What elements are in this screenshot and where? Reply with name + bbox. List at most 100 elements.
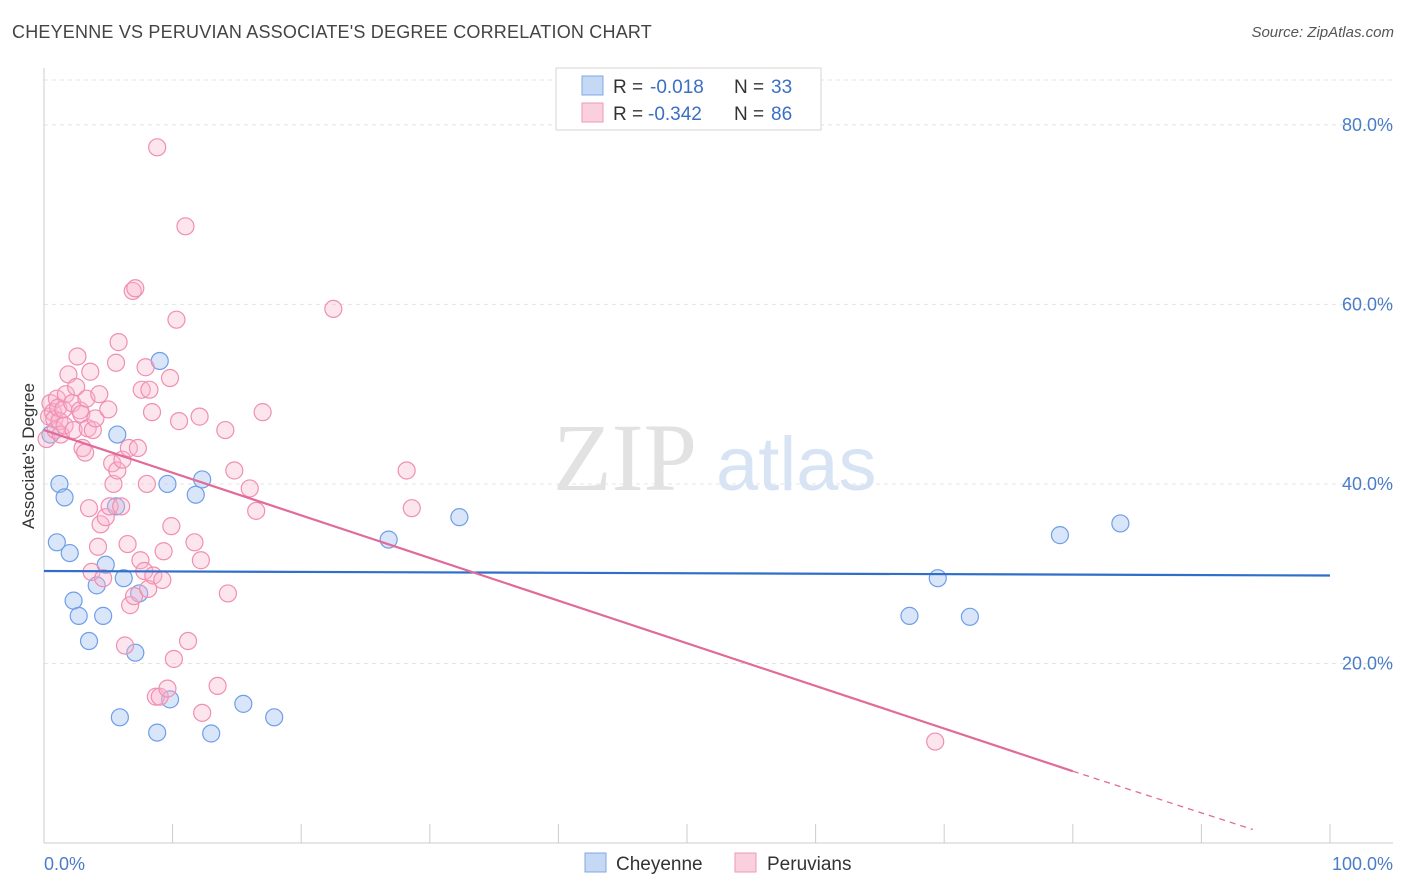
watermark-atlas: atlas [716,422,877,507]
peruvians-point-54 [136,358,155,377]
peruvians-point-73 [185,533,204,552]
cheyenne-point-2 [50,474,69,494]
peruvians-point-57 [140,380,159,399]
peruvians-point-70 [169,412,189,431]
cheyenne-point-20 [160,690,180,709]
peruvians-point-41 [112,497,131,516]
peruvians-point-37 [104,474,123,494]
peruvians-point-71 [176,217,195,236]
cheyenne-points [41,351,1130,743]
peruvians-point-84 [324,299,343,318]
peruvians-point-81 [240,479,259,498]
legend-n-label-cheyenne: N = [734,77,764,98]
cheyenne-point-28 [900,606,919,625]
cheyenne-trend-line [43,569,1331,577]
cheyenne-point-10 [96,555,115,574]
peruvians-point-30 [90,385,109,404]
cheyenne-point-24 [234,694,253,713]
legend-r-label-peruvians: R = [613,104,643,125]
peruvians-point-82 [247,501,266,520]
peruvians-point-25 [81,362,100,381]
peruvians-point-46 [121,596,140,615]
legend-top: R = -0.018 N = 33 R = -0.342 N = 86 [555,67,822,131]
cheyenne-point-13 [110,708,129,727]
cheyenne-point-1 [47,533,66,552]
cheyenne-point-29 [928,569,947,588]
peruvians-point-50 [128,438,147,458]
peruvians-point-27 [83,420,102,440]
peruvians-point-49 [126,279,145,298]
cheyenne-point-27 [450,508,469,527]
peruvians-point-12 [56,385,75,404]
peruvians-point-48 [124,587,144,606]
peruvians-point-38 [106,353,126,372]
peruvians-point-24 [79,499,99,518]
legend-bottom: Cheyenne Peruvians [584,852,852,875]
y-tick-label-2: 60.0% [1342,294,1393,314]
cheyenne-point-32 [1111,514,1130,533]
peruvians-point-16 [67,377,86,397]
peruvians-point-77 [208,676,227,696]
peruvians-point-80 [225,461,244,480]
axes [43,68,1393,844]
peruvians-point-66 [160,368,180,388]
y-axis-label: Associate's Degree [19,383,38,529]
watermark: ZIP atlas [553,404,877,511]
peruvians-point-78 [216,420,235,440]
peruvians-point-87 [926,732,945,751]
peruvians-point-51 [131,551,150,570]
cheyenne-point-17 [148,723,167,742]
peruvians-point-83 [253,403,272,422]
cheyenne-point-5 [64,591,83,610]
cheyenne-point-21 [186,485,205,504]
peruvians-point-69 [167,310,186,329]
cheyenne-point-14 [114,569,133,588]
cheyenne-point-30 [960,607,980,626]
watermark-zip: ZIP [553,404,697,511]
legend-bottom-swatch-cheyenne [584,852,607,873]
peruvians-point-15 [64,420,83,440]
cheyenne-point-12 [108,425,127,444]
legend-n-value-peruvians: 86 [771,104,792,125]
peruvians-trend-line [43,429,1074,773]
x-tick-label-min: 0.0% [44,854,85,874]
peruvians-point-33 [96,508,115,527]
cheyenne-point-23 [202,724,221,743]
x-tick-label-max: 100.0% [1332,854,1393,874]
peruvians-point-47 [123,281,142,301]
peruvians-point-40 [109,333,128,352]
peruvians-trend-line-extension [1072,770,1254,831]
cheyenne-point-25 [265,708,284,727]
peruvians-point-58 [142,403,162,422]
cheyenne-point-31 [1050,526,1070,545]
peruvians-point-75 [191,551,210,570]
peruvians-point-74 [190,407,209,426]
source-label: Source: ZipAtlas.com [1251,24,1394,41]
cheyenne-point-15 [126,643,145,662]
peruvians-point-55 [137,474,156,494]
legend-bottom-label-cheyenne: Cheyenne [616,854,703,875]
legend-n-value-cheyenne: 33 [771,77,792,98]
y-tick-labels: 20.0% 40.0% 60.0% 80.0% [1342,115,1393,674]
cheyenne-point-4 [60,543,79,563]
legend-bottom-label-peruvians: Peruvians [767,854,852,875]
peruvians-point-44 [118,534,137,554]
y-tick-label-1: 40.0% [1342,474,1393,494]
legend-r-value-peruvians: -0.342 [648,104,702,125]
cheyenne-point-19 [158,474,177,494]
legend-bottom-swatch-peruvians [734,852,757,873]
peruvians-point-39 [108,461,127,480]
peruvians-point-72 [178,631,198,651]
peruvians-point-61 [148,138,167,157]
cheyenne-point-7 [79,631,99,651]
peruvians-point-64 [154,542,173,561]
peruvians-point-29 [88,537,108,556]
peruvians-point-67 [162,517,181,536]
peruvians-point-56 [139,579,158,599]
y-tick-label-3: 80.0% [1342,115,1393,135]
legend-swatch-peruvians [581,102,604,123]
trend-lines [43,429,1331,831]
peruvians-point-85 [397,461,416,480]
peruvians-point-28 [86,409,105,428]
peruvians-point-68 [164,649,183,669]
